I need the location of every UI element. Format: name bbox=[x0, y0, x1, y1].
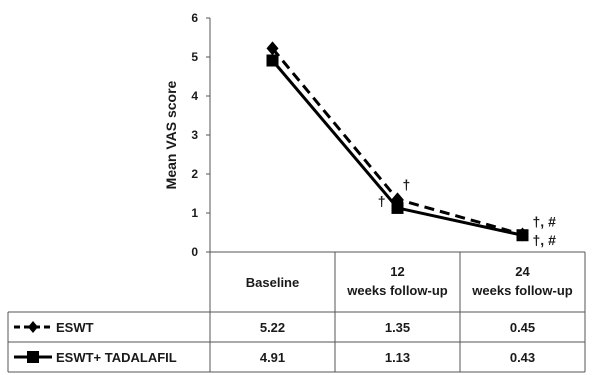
data-table-cell: 0.43 bbox=[510, 350, 535, 365]
y-tick-labels: 0 1 2 3 4 5 6 bbox=[191, 11, 198, 259]
data-table-cell: 0.45 bbox=[510, 320, 535, 335]
legend-label: ESWT+ TADALAFIL bbox=[56, 350, 177, 365]
legend-marker bbox=[28, 321, 38, 333]
category-label: 24 weeks follow-up bbox=[471, 264, 572, 298]
data-table-cell: 5.22 bbox=[260, 320, 285, 335]
significance-annotations: † † †, # †, # bbox=[378, 176, 556, 248]
category-label: Baseline bbox=[246, 275, 299, 290]
series-point bbox=[266, 54, 279, 67]
category-labels: Baseline 12 weeks follow-up 24 weeks follow-… bbox=[246, 264, 573, 298]
data-table-cell: 4.91 bbox=[260, 350, 285, 365]
y-tick-label: 1 bbox=[191, 206, 198, 220]
y-axis-label: Mean VAS score bbox=[163, 80, 179, 189]
y-tick-label: 5 bbox=[191, 50, 198, 64]
significance-annotation: † bbox=[403, 176, 411, 192]
y-tick-label: 0 bbox=[191, 245, 198, 259]
data-table-values: 5.22 1.35 0.45 4.91 1.13 0.43 bbox=[260, 320, 535, 365]
y-tick-label: 2 bbox=[191, 167, 198, 181]
significance-annotation: †, # bbox=[533, 232, 557, 248]
significance-annotation: †, # bbox=[533, 213, 557, 229]
data-table-cell: 1.13 bbox=[385, 350, 410, 365]
data-table-legend: ESWT ESWT+ TADALAFIL bbox=[14, 320, 177, 365]
series-point bbox=[391, 201, 404, 214]
significance-annotation: † bbox=[378, 193, 386, 209]
table-grid bbox=[7, 17, 586, 373]
category-label: 12 weeks follow-up bbox=[346, 264, 447, 298]
y-tick-label: 6 bbox=[191, 11, 198, 25]
legend-marker bbox=[27, 351, 39, 363]
legend-label: ESWT bbox=[56, 320, 94, 335]
series-markers bbox=[266, 41, 529, 242]
data-table-cell: 1.35 bbox=[385, 320, 410, 335]
series-point bbox=[516, 229, 529, 242]
y-tick-label: 4 bbox=[191, 89, 198, 103]
y-tick-label: 3 bbox=[191, 128, 198, 142]
series-point bbox=[266, 41, 279, 56]
